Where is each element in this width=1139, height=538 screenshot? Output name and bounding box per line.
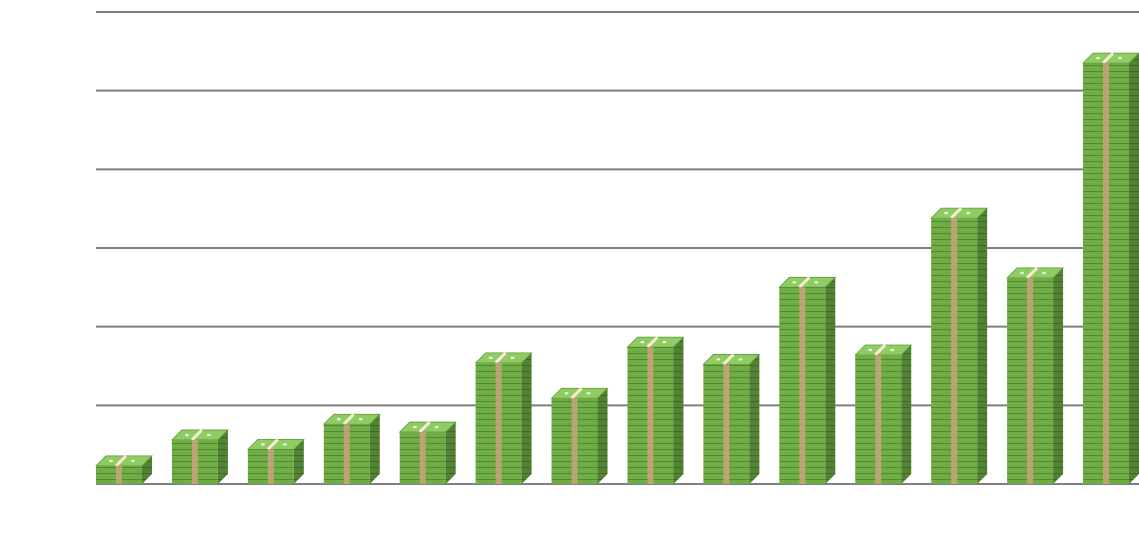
stack-side <box>521 352 532 484</box>
bill-dot <box>944 211 949 215</box>
stack-side <box>597 388 608 484</box>
stack-side <box>977 208 988 484</box>
bill-dot <box>564 392 569 395</box>
stack-band-top <box>570 387 583 400</box>
stack-band-top <box>798 276 811 289</box>
stack-band-top <box>1026 266 1039 279</box>
stack-band <box>647 347 654 484</box>
stack-band-top <box>722 353 735 366</box>
bill-dot <box>890 348 895 352</box>
bill-dot <box>131 459 135 463</box>
stack-band-top <box>950 207 963 220</box>
bill-dot <box>1118 56 1122 60</box>
money-stack <box>930 207 989 484</box>
stack-side <box>369 414 380 484</box>
stack-band <box>1027 277 1034 484</box>
bill-dot <box>336 418 341 421</box>
money-stack <box>398 421 457 484</box>
stack-side <box>901 344 912 484</box>
money-stack <box>1082 52 1139 485</box>
bill-dot <box>206 433 211 437</box>
bill-dot <box>510 356 515 360</box>
stack-side <box>1053 267 1064 484</box>
stack-band <box>799 287 806 484</box>
stack-band <box>419 432 426 484</box>
bill-dot <box>434 425 439 429</box>
stack-band-top <box>266 438 279 451</box>
money-stack <box>246 438 305 484</box>
bill-dot <box>109 459 113 463</box>
stack-band-top <box>1101 52 1115 65</box>
stack-band <box>571 398 578 484</box>
stack-band-top <box>494 351 507 364</box>
bill-dot <box>1020 271 1025 275</box>
stack-band <box>343 424 350 484</box>
bill-dot <box>966 211 971 215</box>
bill-dot <box>488 356 493 360</box>
bill-dot <box>640 340 645 344</box>
money-stack <box>322 413 381 484</box>
bill-dot <box>814 281 819 284</box>
bill-dot <box>282 443 287 446</box>
money-stack <box>1006 266 1065 484</box>
stack-band-top <box>342 413 355 426</box>
stack-band <box>875 354 882 484</box>
stack-side <box>293 439 304 484</box>
money-stack <box>778 276 837 484</box>
money-stack <box>170 428 229 484</box>
stack-band-top <box>114 454 128 467</box>
stack-band <box>267 449 274 484</box>
stack-side <box>445 422 456 484</box>
stack-band-top <box>418 421 431 434</box>
stack-side <box>825 277 836 484</box>
bill-dot <box>586 392 591 395</box>
bill-dot <box>662 340 667 344</box>
stack-side <box>1129 53 1139 485</box>
money-stack <box>702 353 761 484</box>
stack-band <box>951 218 958 484</box>
stack-band <box>116 465 122 484</box>
stack-side <box>142 455 152 484</box>
stack-band-top <box>874 343 887 357</box>
stack-side <box>217 429 228 484</box>
bill-dot <box>260 443 265 446</box>
bill-dot <box>716 358 721 361</box>
money-stack <box>95 454 153 484</box>
bill-dot <box>358 418 363 421</box>
bill-dot <box>412 425 417 429</box>
stack-band-top <box>190 428 203 442</box>
bill-dot <box>184 433 189 437</box>
money-stack <box>854 343 913 484</box>
grid <box>96 11 1139 485</box>
bill-dot <box>1096 56 1100 60</box>
stack-band <box>723 364 730 484</box>
money-stack <box>626 336 685 484</box>
stack-band-top <box>646 336 659 349</box>
stack-band <box>495 362 502 484</box>
bill-dot <box>868 348 873 352</box>
bill-dot <box>738 358 743 361</box>
stack-side <box>673 337 684 484</box>
stack-band <box>1103 63 1109 485</box>
stack-band <box>191 439 198 484</box>
money-stack <box>550 387 609 484</box>
bars <box>95 52 1139 485</box>
bill-dot <box>1042 271 1047 275</box>
stack-side <box>749 354 760 484</box>
bill-dot <box>792 281 797 284</box>
money-stack <box>474 351 533 484</box>
